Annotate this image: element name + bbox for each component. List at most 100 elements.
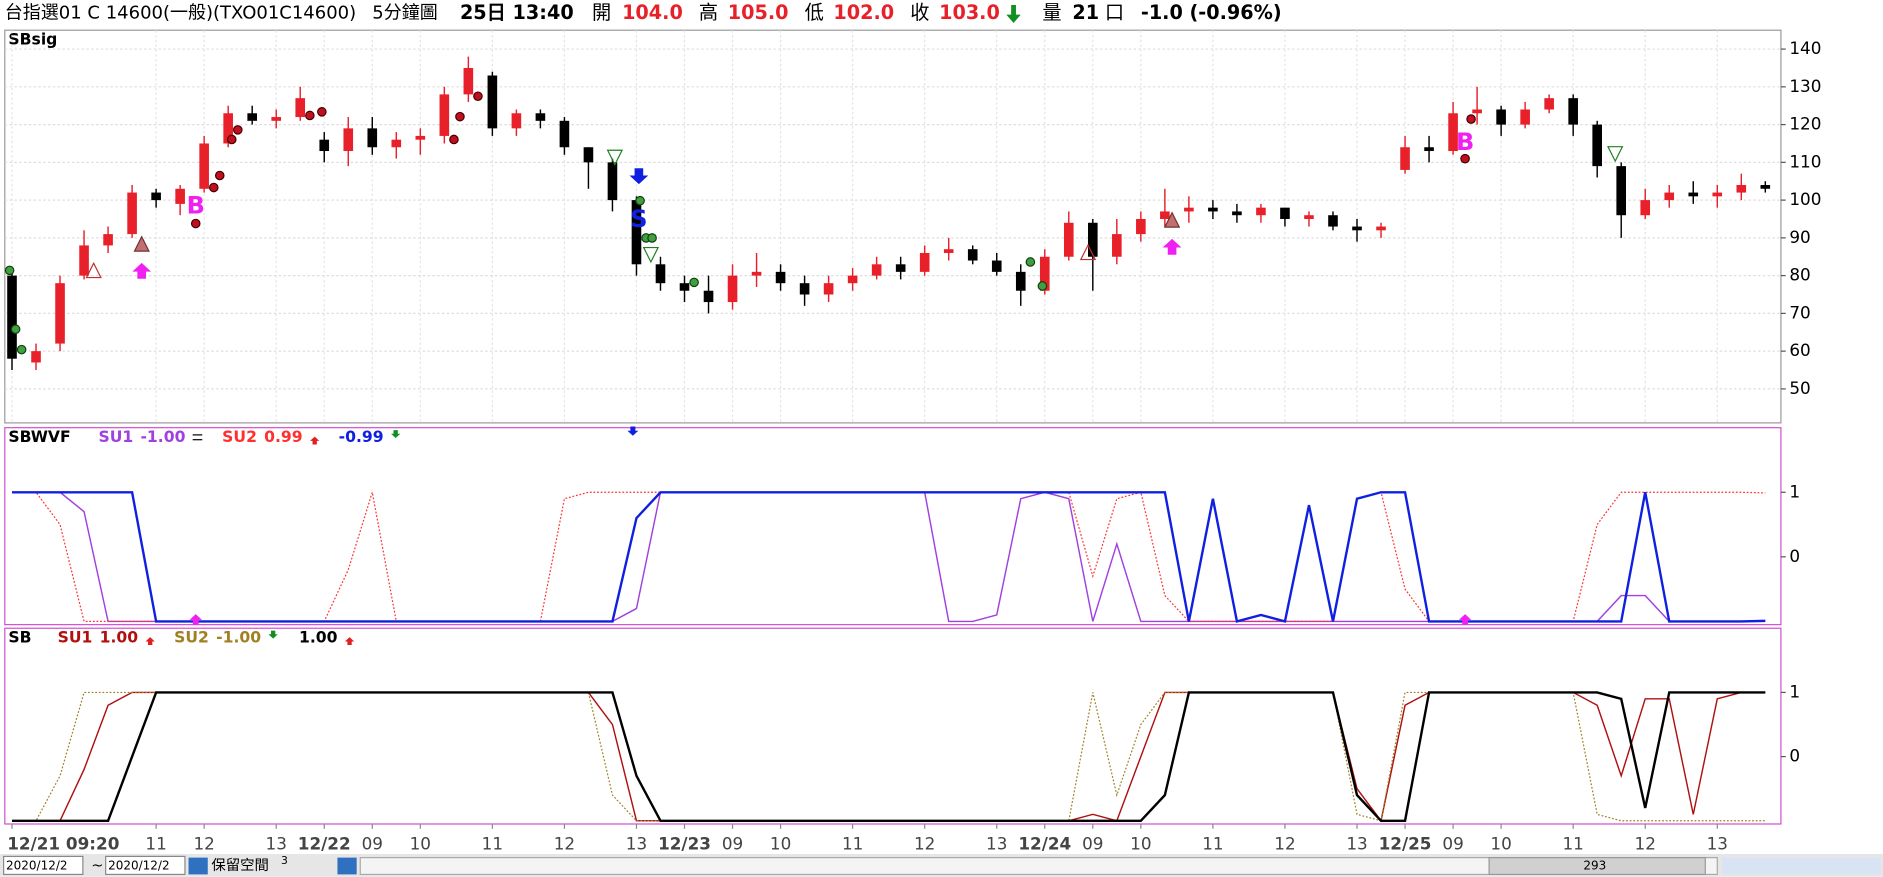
candle-body	[1280, 207, 1290, 219]
candle-body	[1256, 207, 1266, 216]
candle-body	[1136, 218, 1146, 235]
open-label: 開	[592, 1, 611, 24]
candle-body	[1400, 147, 1410, 170]
legend-value: -1.00	[216, 628, 261, 646]
legend-value: 0.99	[264, 428, 303, 446]
x-tick-label: 13	[986, 833, 1007, 853]
signal-letter: B	[187, 192, 205, 220]
candle-body	[319, 139, 330, 152]
candle-body	[223, 113, 233, 144]
candle-body	[1736, 185, 1747, 193]
end-date-input[interactable]	[105, 855, 186, 876]
signal-letter: B	[1456, 128, 1474, 156]
series-line	[12, 491, 1766, 623]
x-tick-label: 11	[482, 833, 503, 853]
volume-value: 21	[1072, 1, 1099, 24]
candle-body	[1304, 215, 1314, 219]
candle-body	[1760, 185, 1771, 189]
y-tick-label: 70	[1789, 302, 1810, 322]
x-tick-label: 12/25	[1379, 833, 1432, 853]
candle-body	[535, 113, 546, 121]
candle-body	[463, 67, 474, 95]
candle-body	[247, 113, 257, 121]
green-dot	[10, 324, 21, 335]
y-tick-label: 90	[1789, 227, 1810, 247]
y-tick-label: 140	[1789, 38, 1821, 58]
candle-body	[271, 117, 282, 121]
green-dot	[689, 277, 699, 288]
candle-body	[1063, 222, 1074, 257]
candle-body	[1424, 147, 1434, 152]
triangle-up	[1163, 211, 1181, 228]
red-dot	[1466, 114, 1476, 124]
red-dot	[232, 125, 243, 135]
legend-name: SU1	[58, 628, 93, 646]
close-value: 103.0	[939, 1, 1000, 24]
candle-body	[1472, 109, 1482, 114]
arrow	[390, 430, 401, 439]
candle-body	[607, 162, 618, 201]
green-dot	[16, 344, 27, 355]
y-tick-label: 1	[1789, 681, 1800, 701]
candle-body	[919, 252, 930, 272]
legend-value: 1.00	[299, 628, 338, 646]
triangle-up	[133, 235, 150, 252]
red-dot	[449, 134, 459, 145]
candle-body	[55, 283, 65, 344]
candle-body	[175, 188, 185, 204]
go-button-2[interactable]	[337, 857, 357, 875]
x-tick-label: 10	[410, 833, 431, 853]
tool-icons[interactable]	[1722, 857, 1881, 875]
candle-body	[367, 128, 378, 148]
arrow	[268, 630, 278, 639]
candle-body	[631, 200, 642, 265]
x-tick-label: 09	[362, 833, 383, 853]
arrow	[145, 637, 155, 646]
red-dot	[208, 182, 219, 193]
y-tick-label: 80	[1789, 265, 1810, 285]
red-dot	[317, 107, 327, 117]
candle-body	[559, 120, 570, 148]
arrow	[1162, 238, 1182, 255]
go-button[interactable]	[188, 857, 208, 875]
x-tick-label: 11	[842, 833, 863, 853]
candle-body	[1015, 271, 1026, 291]
y-tick-label: 0	[1789, 746, 1800, 766]
x-tick-label: 12	[1635, 833, 1656, 853]
candle-body	[727, 275, 738, 303]
triangle-up	[1079, 243, 1097, 261]
candle-body	[511, 113, 522, 129]
x-tick-label: 12/22	[298, 833, 351, 853]
end-date: 2020/12/2	[108, 859, 170, 873]
y-tick-label: 120	[1789, 114, 1821, 134]
candle-body	[1208, 207, 1218, 212]
scroll-thumb[interactable]	[1488, 857, 1706, 876]
y-tick-label: 0	[1789, 546, 1800, 566]
legend-value: -1.00	[140, 428, 185, 446]
arrow	[189, 614, 202, 625]
green-dot	[647, 233, 657, 243]
candle-body	[487, 75, 498, 129]
y-tick-label: 1	[1789, 481, 1800, 501]
legend-value: 1.00	[100, 628, 139, 646]
candle-body	[1112, 234, 1122, 257]
candle-body	[1160, 211, 1170, 219]
red-dot	[455, 111, 465, 122]
candle-body	[823, 283, 834, 295]
x-tick-label: 09	[722, 833, 743, 853]
period: 5分鐘圖	[372, 2, 437, 23]
arrow	[629, 168, 649, 185]
triangle-down	[642, 246, 660, 264]
candle-body	[295, 98, 306, 118]
candle-body	[583, 147, 594, 163]
scrollbar[interactable]	[359, 857, 1718, 876]
symbol: 台指選01 C 14600(一般)(TXO01C14600)	[5, 2, 356, 23]
candle-body	[1568, 98, 1578, 125]
x-tick-label: 13	[1346, 833, 1367, 853]
candle-body	[655, 264, 666, 284]
start-date-input[interactable]	[3, 855, 84, 876]
tilde: ~	[91, 858, 103, 874]
x-tick-label: 13	[266, 833, 287, 853]
x-tick-label: 11	[1202, 833, 1223, 853]
